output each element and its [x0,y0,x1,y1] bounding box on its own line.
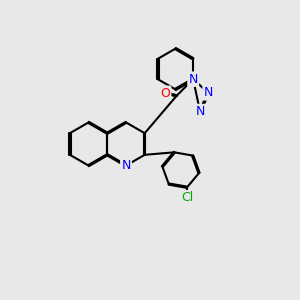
Text: N: N [204,86,213,99]
Text: N: N [195,105,205,118]
Text: N: N [121,159,131,172]
Text: O: O [160,87,170,100]
Text: N: N [188,73,198,86]
Text: Cl: Cl [181,191,193,204]
